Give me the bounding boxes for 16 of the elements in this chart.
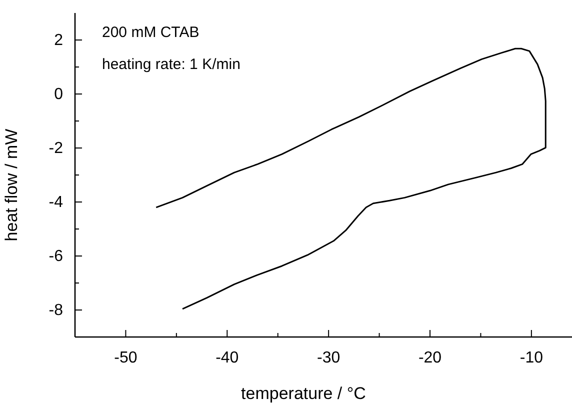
y-tick-label: 2 (54, 32, 64, 50)
x-tick-label: -40 (216, 349, 239, 366)
x-tick-label: -10 (520, 349, 544, 366)
line-series (155, 48, 546, 310)
y-tick-label: -4 (48, 194, 64, 212)
x-tick-label: -20 (418, 349, 442, 366)
x-tick-label: -30 (317, 349, 340, 366)
y-tick-label: 0 (54, 86, 64, 104)
y-tick-label: -6 (48, 248, 64, 266)
y-tick-label: -8 (48, 302, 64, 320)
x-axis-title: temperature / °C (241, 384, 366, 403)
annotation: 200 mM CTAB (102, 24, 200, 41)
y-axis-title: heat flow / mW (2, 128, 21, 242)
x-tick-label: -50 (114, 349, 138, 366)
y-tick-label: -2 (48, 140, 64, 158)
annotation: heating rate: 1 K/min (102, 56, 240, 73)
